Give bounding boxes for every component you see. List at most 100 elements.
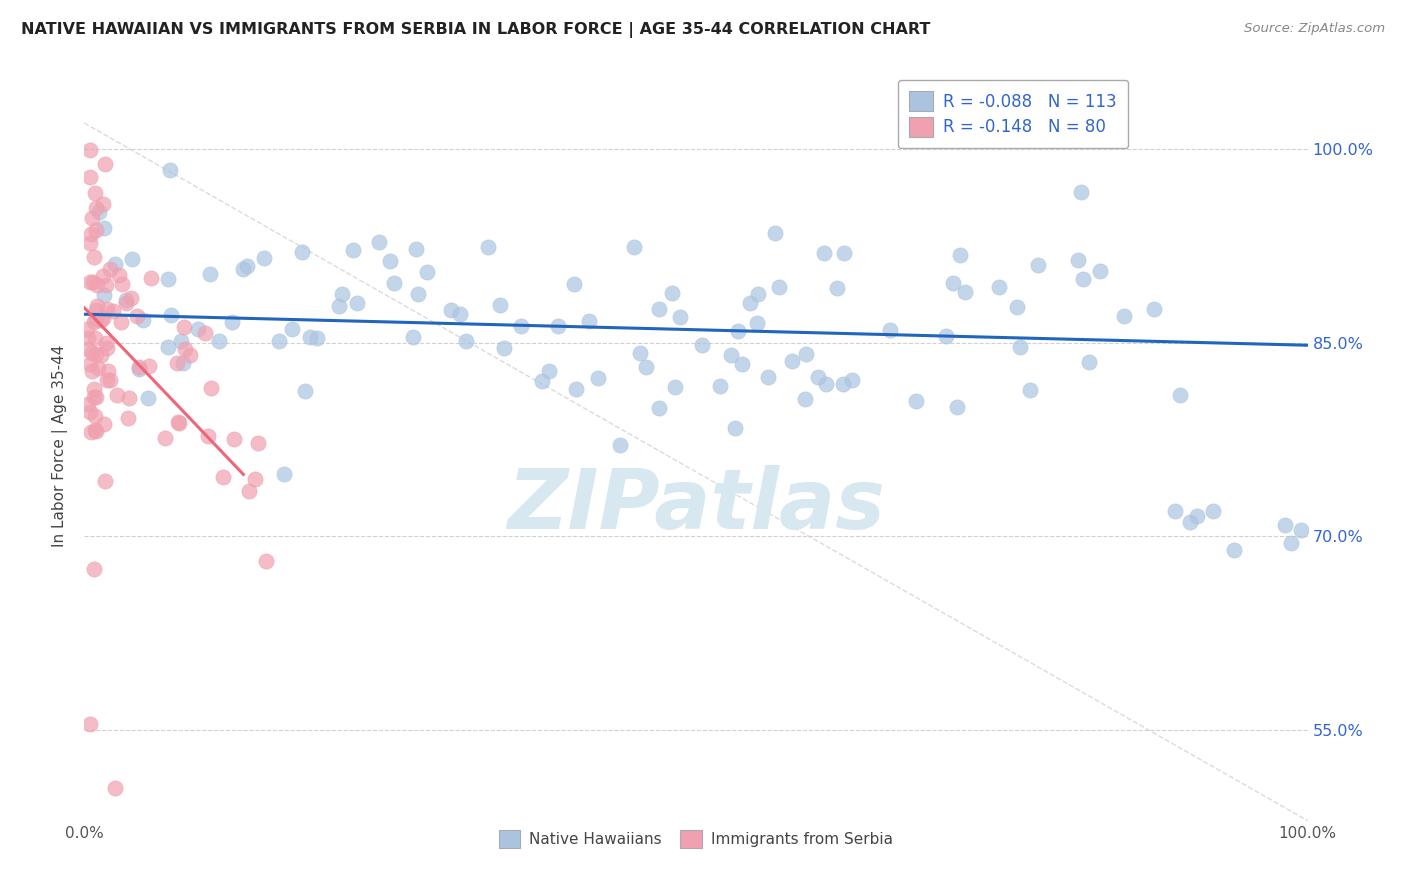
Point [1202,504,1225,518]
Point [105,388,128,402]
Point [117,410,139,425]
Point [238,483,260,498]
Y-axis label: In Labor Force | Age 35-44: In Labor Force | Age 35-44 [52,345,69,547]
Point [197,429,219,443]
Point [79,227,101,242]
Point [1168,388,1191,402]
Point [1114,309,1136,323]
Point [172,356,194,370]
Point [477,240,499,254]
Point [94,474,117,488]
Point [794,347,817,361]
Point [841,373,863,387]
Point [110,315,132,329]
Point [84,347,107,361]
Point [84,201,107,215]
Point [416,265,439,279]
Point [173,342,195,356]
Point [91,197,114,211]
Point [84,186,107,200]
Point [1180,515,1202,529]
Point [156,271,179,285]
Point [380,254,402,268]
Point [84,312,107,326]
Point [1028,258,1050,272]
Point [104,781,127,796]
Point [89,205,111,219]
Point [79,716,101,731]
Point [93,288,115,302]
Point [489,298,512,312]
Point [82,275,104,289]
Point [104,257,127,271]
Point [727,324,749,338]
Point [814,377,837,392]
Point [405,242,427,256]
Point [245,472,267,486]
Point [96,278,118,293]
Point [98,262,121,277]
Point [382,276,405,290]
Point [86,277,108,292]
Point [342,244,364,258]
Point [254,554,277,568]
Point [79,169,101,184]
Point [170,334,193,349]
Point [578,314,600,328]
Point [1289,524,1312,538]
Point [780,354,803,368]
Point [79,357,101,371]
Point [84,425,107,439]
Point [1274,518,1296,533]
Point [346,296,368,310]
Point [879,323,901,337]
Legend: Native Hawaiians, Immigrants from Serbia: Native Hawaiians, Immigrants from Serbia [494,824,898,855]
Point [648,401,671,416]
Point [1008,340,1031,354]
Point [1070,185,1092,199]
Point [562,277,585,291]
Point [747,316,769,330]
Point [291,245,314,260]
Point [253,251,276,265]
Point [166,355,188,369]
Point [212,470,235,484]
Point [905,394,928,409]
Point [93,220,115,235]
Point [77,331,100,345]
Point [935,328,957,343]
Point [84,409,107,423]
Point [328,299,350,313]
Point [440,303,463,318]
Point [720,348,742,362]
Point [1019,383,1042,397]
Point [690,338,713,352]
Point [738,296,761,310]
Point [273,467,295,481]
Point [1078,355,1101,369]
Point [93,417,115,431]
Point [79,275,101,289]
Point [115,295,138,310]
Point [120,291,142,305]
Point [834,245,856,260]
Point [91,311,114,326]
Point [831,376,853,391]
Point [763,226,786,240]
Point [669,310,692,324]
Point [945,401,967,415]
Point [139,271,162,285]
Point [402,330,425,344]
Point [90,348,112,362]
Point [509,319,531,334]
Point [232,262,254,277]
Point [96,341,118,355]
Point [724,421,747,435]
Point [664,380,686,394]
Point [108,268,131,282]
Point [221,314,243,328]
Point [79,143,101,157]
Point [156,340,179,354]
Point [1223,542,1246,557]
Point [121,252,143,266]
